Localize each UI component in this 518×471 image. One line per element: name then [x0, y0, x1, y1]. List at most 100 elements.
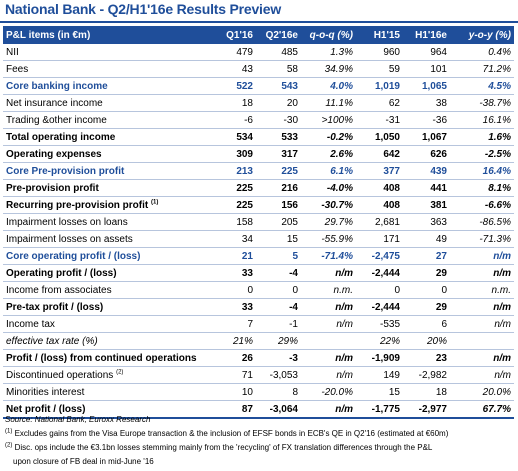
cell-qoq: -71.4% — [301, 247, 356, 265]
footnote-2-text: Disc. ops include the €3.1bn losses stem… — [14, 443, 433, 452]
report-title: National Bank - Q2/H1'16e Results Previe… — [5, 1, 282, 17]
cell-q1: -6 — [211, 111, 256, 129]
cell-qoq: >100% — [301, 111, 356, 129]
source-note: Source: National Bank, Euroxx Research — [5, 415, 151, 424]
row-label: Total operating income — [3, 128, 211, 146]
footnote-2: (2) Disc. ops include the €3.1bn losses … — [5, 442, 433, 452]
cell-q1: 534 — [211, 128, 256, 146]
cell-qoq: -0.2% — [301, 128, 356, 146]
cell-q2: 156 — [256, 196, 301, 214]
results-table: P&L items (in €m) Q1'16 Q2'16e q-o-q (%)… — [3, 26, 514, 419]
table-row: Net insurance income 18 20 11.1% 62 38 -38.7% — [3, 94, 514, 112]
row-label-text: Profit / (loss) from continued operation… — [6, 352, 197, 364]
cell-q1: 225 — [211, 179, 256, 197]
cell-h116: 23 — [403, 349, 450, 367]
cell-qoq: n/m — [301, 298, 356, 316]
cell-h115: -2,444 — [356, 264, 403, 282]
cell-yoy: 1.6% — [450, 128, 514, 146]
row-label-text: Net profit / (loss) — [6, 403, 86, 415]
cell-yoy: n/m — [450, 349, 514, 367]
cell-qoq — [301, 332, 356, 350]
cell-q2: -3,053 — [256, 366, 301, 384]
table-row: Operating expenses 309 317 2.6% 642 626 -2.5% — [3, 145, 514, 163]
cell-q2: -4 — [256, 298, 301, 316]
cell-q1: 43 — [211, 60, 256, 78]
cell-qoq: n/m — [301, 400, 356, 419]
header-q2-16e: Q2'16e — [256, 26, 301, 44]
cell-q1: 522 — [211, 77, 256, 95]
table-row: Core Pre-provision profit 213 225 6.1% 377 43… — [3, 162, 514, 180]
table-header-row: P&L items (in €m) Q1'16 Q2'16e q-o-q (%)… — [3, 26, 514, 44]
row-label-text: Core operating profit / (loss) — [6, 250, 141, 262]
table-body: NII 479 485 1.3% 960 964 0.4% Fees 43 58 34.9% 59 10… — [3, 44, 514, 419]
row-label-text: Net insurance income — [6, 97, 103, 109]
cell-h116: 441 — [403, 179, 450, 197]
table-row: Net profit / (loss) 87 -3,064 n/m -1,775 -2,9… — [3, 400, 514, 419]
cell-yoy: n.m. — [450, 281, 514, 299]
row-label: Net insurance income — [3, 94, 211, 112]
cell-q1: 33 — [211, 298, 256, 316]
row-label: Net profit / (loss) — [3, 400, 211, 419]
row-label: Operating expenses — [3, 145, 211, 163]
cell-h115: 62 — [356, 94, 403, 112]
row-label: Minorities interest — [3, 383, 211, 401]
cell-h115: -1,909 — [356, 349, 403, 367]
table-row: Core banking income 522 543 4.0% 1,019 1,065 4… — [3, 77, 514, 95]
row-label: Impairment losses on loans — [3, 213, 211, 231]
cell-yoy: 16.4% — [450, 162, 514, 180]
cell-qoq: n/m — [301, 349, 356, 367]
footnote-1-mark: (1) — [5, 428, 13, 435]
row-label: Impairment losses on assets — [3, 230, 211, 248]
cell-qoq: -30.7% — [301, 196, 356, 214]
cell-q2: -3,064 — [256, 400, 301, 419]
table-row: effective tax rate (%) 21% 29% 22% 20% — [3, 332, 514, 350]
row-label-text: Operating profit / (loss) — [6, 267, 117, 279]
cell-yoy: 0.4% — [450, 44, 514, 61]
cell-h116: 1,067 — [403, 128, 450, 146]
cell-q2: 543 — [256, 77, 301, 95]
cell-h116: 38 — [403, 94, 450, 112]
table-row: Trading &other income -6 -30 >100% -31 -36 16.… — [3, 111, 514, 129]
footnote-1-text: Excludes gains from the Visa Europe tran… — [14, 429, 449, 438]
cell-yoy: -6.6% — [450, 196, 514, 214]
cell-q2: 205 — [256, 213, 301, 231]
cell-h116: 381 — [403, 196, 450, 214]
row-label-text: Pre-tax profit / (loss) — [6, 301, 104, 313]
cell-q2: 20 — [256, 94, 301, 112]
cell-yoy: -2.5% — [450, 145, 514, 163]
cell-qoq: n/m — [301, 366, 356, 384]
footnote-1: (1) Excludes gains from the Visa Europe … — [5, 428, 449, 438]
cell-h116: 6 — [403, 315, 450, 333]
row-label-text: Core Pre-provision profit — [6, 165, 125, 177]
row-label: Fees — [3, 60, 211, 78]
row-label: NII — [3, 44, 211, 61]
header-pl-items: P&L items (in €m) — [3, 26, 211, 44]
cell-h115: 408 — [356, 196, 403, 214]
cell-yoy: n/m — [450, 247, 514, 265]
table-row: Recurring pre-provision profit (1) 225 156… — [3, 196, 514, 214]
cell-h116: 964 — [403, 44, 450, 61]
cell-q1: 18 — [211, 94, 256, 112]
row-label: Income tax — [3, 315, 211, 333]
cell-qoq: 6.1% — [301, 162, 356, 180]
row-label-text: Impairment losses on assets — [6, 233, 133, 245]
footnote-2-continued: upon closure of FB deal in mid-June '16 — [13, 457, 154, 466]
cell-yoy: n/m — [450, 264, 514, 282]
row-label-text: Impairment losses on loans — [6, 216, 128, 228]
cell-q2: 5 — [256, 247, 301, 265]
cell-h116: -36 — [403, 111, 450, 129]
cell-h115: 1,050 — [356, 128, 403, 146]
row-label: Pre-tax profit / (loss) — [3, 298, 211, 316]
table-row: Pre-provision profit 225 216 -4.0% 408 441 8.1… — [3, 179, 514, 197]
cell-h115: -2,475 — [356, 247, 403, 265]
cell-h116: 363 — [403, 213, 450, 231]
cell-h116: 49 — [403, 230, 450, 248]
cell-q2: -1 — [256, 315, 301, 333]
row-label: Profit / (loss) from continued operation… — [3, 349, 211, 367]
table-row: Discontinued operations (2) 71 -3,053 n/m 14… — [3, 366, 514, 384]
cell-q2: 0 — [256, 281, 301, 299]
cell-q2: -3 — [256, 349, 301, 367]
cell-h116: 29 — [403, 264, 450, 282]
cell-qoq: n/m — [301, 315, 356, 333]
cell-q1: 7 — [211, 315, 256, 333]
